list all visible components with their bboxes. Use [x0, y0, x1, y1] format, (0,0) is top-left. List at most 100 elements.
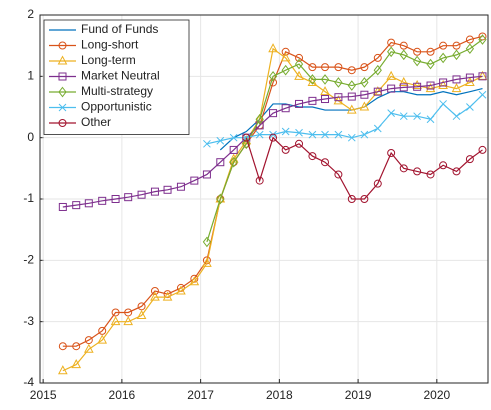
marker [478, 145, 487, 154]
marker [242, 133, 251, 142]
marker [334, 63, 343, 72]
marker [387, 38, 396, 47]
legend-box [43, 19, 190, 135]
marker [295, 99, 304, 108]
marker [334, 77, 343, 88]
marker [98, 196, 107, 205]
y-tick-label: -3 [23, 314, 34, 328]
marker [58, 72, 67, 81]
marker [373, 53, 382, 62]
marker [465, 73, 474, 82]
marker [57, 365, 68, 375]
marker [373, 87, 382, 96]
x-tick-label: 2016 [109, 388, 136, 402]
marker [399, 41, 408, 50]
series-line [245, 136, 483, 200]
marker [97, 334, 108, 344]
marker [399, 49, 408, 61]
marker [295, 53, 304, 62]
marker [439, 100, 447, 108]
marker [334, 93, 343, 102]
marker [203, 139, 211, 148]
x-tick-label: 2020 [423, 388, 450, 402]
marker [202, 170, 211, 179]
marker [281, 127, 290, 136]
legend-label: Long-short [81, 38, 139, 52]
marker [72, 201, 81, 210]
marker [413, 112, 421, 121]
marker [452, 75, 461, 84]
marker [58, 202, 67, 211]
marker [84, 336, 93, 345]
series-line [62, 75, 483, 208]
marker [386, 70, 396, 80]
marker [216, 158, 225, 167]
marker [347, 80, 356, 91]
marker [413, 82, 422, 91]
marker [294, 70, 304, 80]
marker [465, 155, 474, 164]
marker [426, 58, 435, 70]
marker [308, 63, 317, 72]
legend-label: Long-term [81, 53, 136, 67]
marker [373, 179, 382, 188]
marker [360, 77, 369, 88]
marker [268, 43, 278, 53]
marker [321, 95, 330, 104]
marker [124, 308, 133, 317]
marker [399, 112, 408, 121]
y-tick-label: -4 [23, 375, 34, 389]
marker [387, 46, 396, 58]
marker [57, 55, 68, 65]
marker [373, 64, 382, 76]
marker [413, 55, 422, 67]
x-tick-label: 2019 [345, 388, 372, 402]
marker [110, 316, 121, 326]
marker [137, 190, 146, 199]
marker [280, 52, 291, 62]
marker [347, 66, 356, 75]
marker [229, 145, 238, 154]
marker [216, 136, 225, 145]
marker [176, 182, 185, 191]
marker [124, 193, 133, 202]
marker [466, 103, 474, 111]
marker [359, 101, 370, 111]
series-line [206, 39, 483, 243]
marker [398, 76, 409, 86]
legend-label: Multi-strategy [81, 84, 153, 98]
marker [452, 167, 461, 176]
marker [189, 276, 200, 286]
marker [412, 79, 422, 90]
marker [439, 161, 448, 170]
marker [137, 302, 146, 311]
marker [190, 176, 199, 185]
marker [347, 133, 356, 142]
marker [321, 130, 329, 139]
marker [426, 47, 435, 56]
y-tick-label: -1 [23, 191, 34, 205]
marker [150, 187, 159, 196]
marker [478, 72, 487, 81]
marker [295, 128, 303, 137]
marker [150, 287, 159, 295]
marker [111, 308, 120, 317]
series [57, 43, 488, 375]
series-line [206, 94, 483, 145]
series [203, 90, 487, 148]
marker [281, 47, 290, 56]
marker [478, 34, 487, 45]
marker [452, 41, 461, 50]
series [202, 34, 487, 248]
marker [477, 70, 488, 80]
marker [360, 130, 369, 139]
marker [438, 52, 448, 64]
marker [387, 149, 396, 157]
x-tick-label: 2017 [187, 388, 214, 402]
marker [58, 86, 67, 98]
marker [399, 164, 408, 173]
marker [320, 74, 330, 85]
marker [269, 133, 278, 142]
series [58, 72, 487, 211]
marker [387, 84, 396, 93]
